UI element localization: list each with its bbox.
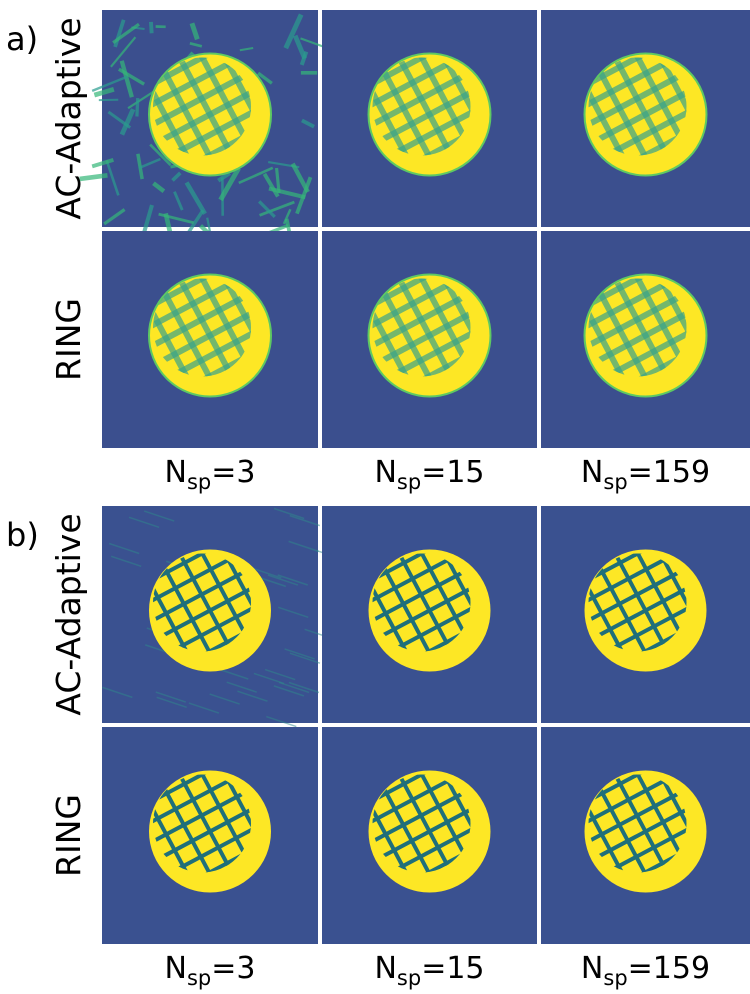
column-label: Nsp=3 xyxy=(165,455,256,494)
label-main: N xyxy=(581,951,603,986)
reconstruction-image xyxy=(80,6,330,256)
figure: a)AC-AdaptiveRINGNsp=3Nsp=15Nsp=159b)AC-… xyxy=(0,0,750,994)
column-label: Nsp=3 xyxy=(165,951,256,990)
label-main: N xyxy=(165,951,187,986)
column-label: Nsp=159 xyxy=(581,951,710,990)
reconstruction-image xyxy=(537,6,750,227)
label-main: N xyxy=(374,455,396,490)
reconstruction-image xyxy=(102,723,318,944)
row-label: AC-Adaptive xyxy=(49,17,88,219)
column-label: Nsp=159 xyxy=(581,455,710,494)
reconstruction-image xyxy=(537,502,750,723)
panel-letter: a) xyxy=(6,20,38,58)
row-label: RING xyxy=(49,298,88,381)
reconstruction-image xyxy=(102,502,347,726)
row-label: RING xyxy=(49,794,88,877)
label-value: =159 xyxy=(628,455,710,490)
column-label: Nsp=15 xyxy=(374,455,484,494)
label-subscript: sp xyxy=(397,470,421,494)
reconstruction-image xyxy=(537,723,750,944)
reconstruction-image xyxy=(321,723,537,944)
label-subscript: sp xyxy=(397,966,421,990)
label-value: =3 xyxy=(211,951,255,986)
label-main: N xyxy=(581,455,603,490)
reconstruction-image xyxy=(321,227,537,448)
label-value: =15 xyxy=(421,455,484,490)
row-label: AC-Adaptive xyxy=(49,513,88,715)
panel-letter: b) xyxy=(6,516,39,554)
label-value: =15 xyxy=(421,951,484,986)
label-subscript: sp xyxy=(603,470,627,494)
label-subscript: sp xyxy=(603,966,627,990)
column-label: Nsp=15 xyxy=(374,951,484,990)
label-subscript: sp xyxy=(187,470,211,494)
label-subscript: sp xyxy=(187,966,211,990)
label-value: =159 xyxy=(628,951,710,986)
reconstruction-image xyxy=(321,6,537,227)
label-value: =3 xyxy=(211,455,255,490)
label-main: N xyxy=(374,951,396,986)
label-main: N xyxy=(165,455,187,490)
reconstruction-image xyxy=(102,227,318,448)
reconstruction-image xyxy=(537,227,750,448)
reconstruction-image xyxy=(321,502,537,723)
